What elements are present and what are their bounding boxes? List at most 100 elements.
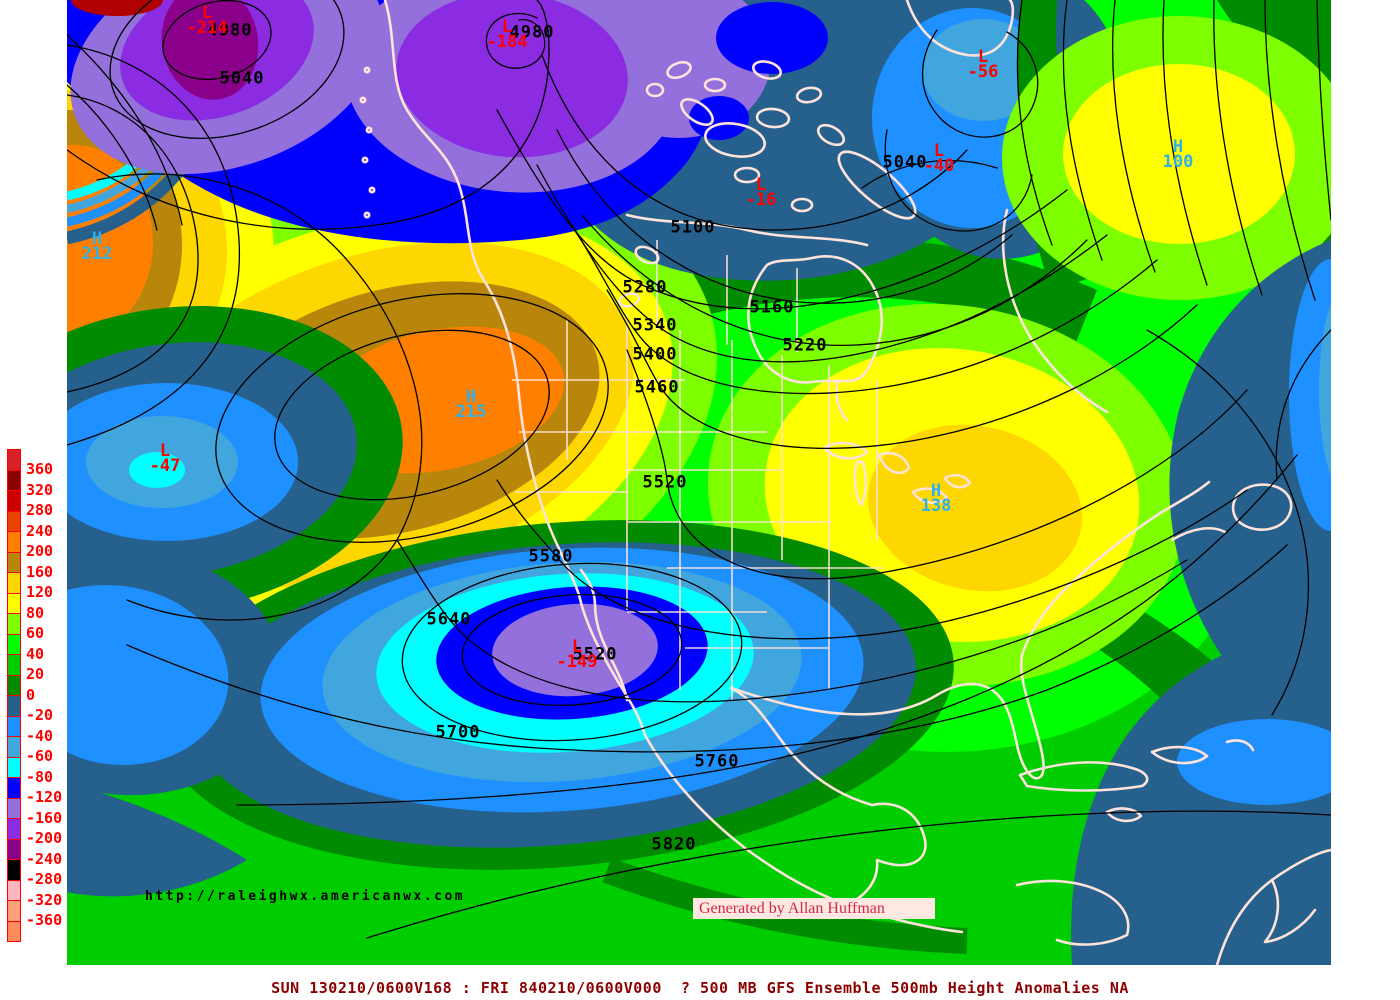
watermark-url: http://raleighwx.americanwx.com [145, 889, 466, 904]
pressure-center-value: -47 [149, 456, 181, 476]
pressure-center-letter: H [465, 387, 477, 407]
contour-label: 5220 [782, 335, 828, 356]
contour-label: 5340 [632, 315, 678, 336]
colorbar-tick: -240 [26, 849, 63, 868]
colorbar-cell [7, 736, 21, 758]
pressure-center-L-184: L -184 [486, 17, 528, 52]
colorbar-tick: 40 [26, 644, 45, 663]
colorbar-cell [7, 859, 21, 881]
colorbar-tick: 60 [26, 624, 45, 642]
anomaly-field [67, 0, 1331, 965]
pressure-center-value: -149 [556, 652, 598, 672]
map-canvas [67, 0, 1331, 965]
contour-label: 5580 [528, 546, 574, 567]
contour-label: 5700 [435, 722, 481, 743]
colorbar-cell [7, 490, 21, 512]
pressure-center-L-149: L -149 [556, 637, 598, 672]
colorbar-tick: -120 [26, 788, 63, 806]
colorbar-cell [7, 695, 21, 717]
colorbar-tick: -40 [26, 726, 54, 745]
colorbar-cell [7, 756, 21, 778]
colorbar-tick: 200 [26, 542, 54, 560]
colorbar-tick: -20 [26, 706, 54, 724]
pressure-center-value: 100 [1162, 152, 1194, 172]
colorbar-tick: -280 [26, 870, 63, 888]
contour-label: 4980 [509, 22, 555, 43]
contour-label: 5760 [694, 751, 740, 772]
contour-label: 5640 [426, 609, 472, 630]
contour-label: 4980 [207, 20, 253, 41]
colorbar-cell [7, 510, 21, 532]
colorbar-cell [7, 674, 21, 696]
colorbar-tick: -200 [26, 829, 63, 847]
state-borders [512, 240, 883, 700]
pressure-center-H215: H 215 [455, 387, 487, 422]
anomaly-map: 4980 5040 4980 5040 5100 5280 5160 5340 5400 5220… [67, 0, 1331, 965]
colorbar-cell [7, 818, 21, 840]
colorbar-cell [7, 654, 21, 676]
pressure-center-value: 215 [455, 402, 487, 422]
pressure-center-H100: H 100 [1162, 137, 1194, 172]
pressure-center-letter: L [201, 3, 213, 23]
contour-label: 5820 [651, 834, 697, 855]
contour-label: 5040 [882, 152, 928, 173]
pressure-center-H138: H 138 [920, 481, 952, 516]
contour-label: 5100 [670, 217, 716, 238]
pressure-center-L-40: L -40 [923, 141, 955, 176]
colorbar-cell [7, 449, 21, 471]
colorbar-cell [7, 879, 21, 901]
colorbar-tick: 240 [26, 521, 54, 540]
pressure-center-letter: L [159, 441, 171, 461]
pressure-center-L-16: L -16 [745, 175, 777, 210]
colorbar-tick: -160 [26, 808, 63, 827]
colorbar-tick: 0 [26, 685, 36, 704]
pressure-center-value: -16 [745, 190, 777, 210]
pressure-center-value: -40 [923, 156, 955, 176]
colorbar-tick: 320 [26, 480, 54, 499]
map-title: SUN 130210/0600V168 : FRI 840210/0600V00… [271, 979, 1129, 997]
contour-label: 5160 [749, 297, 795, 318]
colorbar-cell [7, 551, 21, 573]
colorbar-cell [7, 715, 21, 737]
colorbar-tick: -60 [26, 747, 54, 765]
pressure-center-letter: H [930, 481, 942, 501]
colorbar-cell [7, 592, 21, 614]
colorbar-cell [7, 469, 21, 491]
pressure-center-letter: L [571, 637, 583, 657]
pressure-center-letter: L [933, 141, 945, 161]
contour-label: 5400 [632, 344, 678, 365]
colorbar-cell [7, 633, 21, 655]
contour-label: 5520 [642, 472, 688, 493]
credit-box: Generated by Allan Huffman [693, 898, 935, 919]
pressure-center-letter: L [755, 175, 767, 195]
colorbar-tick: 160 [26, 562, 54, 581]
colorbar-tick: 120 [26, 583, 54, 601]
colorbar-cell [7, 797, 21, 819]
pressure-center-letter: L [977, 47, 989, 67]
colorbar-cell [7, 920, 21, 942]
pressure-center-letter: H [91, 229, 103, 249]
pressure-center-value: 138 [920, 496, 952, 516]
pressure-center-value: -214 [186, 18, 228, 38]
contour-label: 5280 [622, 277, 668, 298]
pressure-center-L-214: L -214 [186, 3, 228, 38]
colorbar-tick: 80 [26, 603, 45, 622]
colorbar-tick: -360 [26, 911, 63, 929]
pressure-center-letter: H [1172, 137, 1184, 157]
colorbar-cell [7, 531, 21, 553]
colorbar-tick: 360 [26, 460, 54, 478]
contour-label: 5040 [219, 68, 265, 89]
pressure-center-value: -56 [967, 62, 999, 82]
contour-label: 5520 [572, 644, 618, 665]
pressure-center-value: -184 [486, 32, 528, 52]
colorbar-cell [7, 777, 21, 799]
colorbar-tick: 20 [26, 665, 45, 683]
colorbar-tick: -80 [26, 767, 54, 786]
pressure-center-H212: H 212 [82, 229, 113, 263]
pressure-center-L-47: L -47 [149, 441, 181, 476]
pressure-center-letter: L [501, 17, 513, 37]
contour-label: 5460 [634, 377, 680, 398]
height-contours [67, 0, 1331, 939]
pressure-center-L-56: L -56 [967, 47, 999, 82]
